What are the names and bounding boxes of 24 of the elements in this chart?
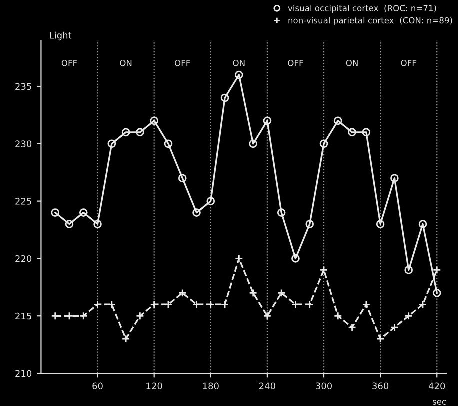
y-axis-title: Light [50,32,72,41]
y-tick-label: 230 [16,140,32,148]
legend-label: visual occipital cortex (ROC: n=71) [288,5,436,14]
y-tick-label: 210 [16,370,32,378]
x-tick-label: 120 [146,382,162,390]
y-tick-label: 215 [16,312,32,320]
annotation: ON [346,60,358,66]
annotation: OFF [62,60,78,66]
x-tick-label: 300 [316,382,332,390]
x-tick-label: 420 [428,382,446,390]
y-tick-label: 235 [16,83,32,90]
annotation: ON [233,60,245,66]
annotation: OFF [401,60,416,66]
x-tick-label: 180 [203,382,219,390]
legend-label: non-visual parietal cortex (CON: n=89) [288,17,452,26]
annotation: OFF [175,60,190,66]
x-axis-title: sec [432,400,446,405]
x-tick-label: 60 [92,382,103,390]
x-tick-label: 240 [259,382,276,390]
annotation: ON [120,60,132,66]
y-tick-label: 220 [16,255,32,262]
annotation: OFF [288,60,304,66]
y-tick-label: 225 [16,198,32,205]
x-tick-label: 360 [372,382,389,390]
